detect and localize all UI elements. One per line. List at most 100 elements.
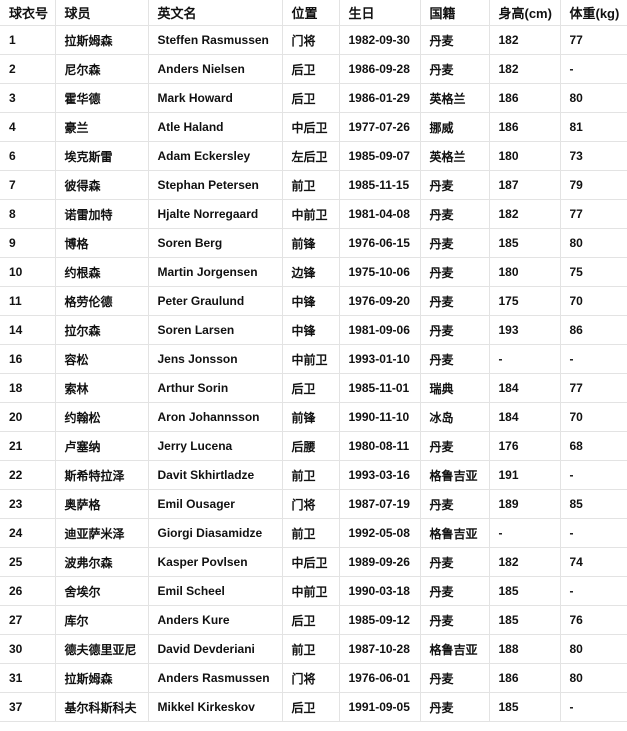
cell-weight: 85 <box>559 489 627 519</box>
cell-jersey-number: 3 <box>0 83 56 113</box>
cell-position: 后卫 <box>281 692 340 722</box>
cell-jersey-number: 21 <box>0 431 56 461</box>
cell-player-name: 波弗尔森 <box>54 547 149 577</box>
cell-nationality: 英格兰 <box>419 141 490 171</box>
cell-birthday: 1992-05-08 <box>338 518 421 548</box>
cell-jersey-number: 23 <box>0 489 56 519</box>
cell-player-name: 尼尔森 <box>54 54 149 84</box>
cell-english-name: Mikkel Kirkeskov <box>147 692 283 722</box>
cell-height: 182 <box>488 547 561 577</box>
cell-jersey-number: 26 <box>0 576 56 606</box>
table-row: 9 博格 Soren Berg 前锋 1976-06-15 丹麦 185 80 <box>0 228 627 258</box>
cell-nationality: 丹麦 <box>419 431 490 461</box>
cell-position: 中后卫 <box>281 112 340 142</box>
cell-player-name: 拉斯姆森 <box>54 25 149 55</box>
cell-weight: 68 <box>559 431 627 461</box>
cell-english-name: Emil Scheel <box>147 576 283 606</box>
cell-birthday: 1985-09-07 <box>338 141 421 171</box>
column-header-jersey-number: 球衣号 <box>0 0 56 26</box>
cell-position: 中锋 <box>281 286 340 316</box>
cell-height: 185 <box>488 576 561 606</box>
cell-player-name: 奥萨格 <box>54 489 149 519</box>
cell-weight: 73 <box>559 141 627 171</box>
cell-weight: 76 <box>559 605 627 635</box>
cell-height: 189 <box>488 489 561 519</box>
cell-weight: 70 <box>559 286 627 316</box>
table-row: 25 波弗尔森 Kasper Povlsen 中后卫 1989-09-26 丹麦 182 74 <box>0 547 627 577</box>
cell-birthday: 1977-07-26 <box>338 112 421 142</box>
cell-birthday: 1981-09-06 <box>338 315 421 345</box>
cell-position: 左后卫 <box>281 141 340 171</box>
cell-birthday: 1976-09-20 <box>338 286 421 316</box>
table-row: 3 霍华德 Mark Howard 后卫 1986-01-29 英格兰 186 80 <box>0 83 627 113</box>
table-row: 18 索林 Arthur Sorin 后卫 1985-11-01 瑞典 184 77 <box>0 373 627 403</box>
cell-english-name: Emil Ousager <box>147 489 283 519</box>
cell-player-name: 约翰松 <box>54 402 149 432</box>
cell-height: 182 <box>488 199 561 229</box>
cell-jersey-number: 10 <box>0 257 56 287</box>
cell-position: 前锋 <box>281 402 340 432</box>
cell-position: 后腰 <box>281 431 340 461</box>
cell-position: 门将 <box>281 25 340 55</box>
column-header-player-name: 球员 <box>54 0 149 26</box>
cell-jersey-number: 24 <box>0 518 56 548</box>
cell-english-name: Soren Larsen <box>147 315 283 345</box>
cell-english-name: Jens Jonsson <box>147 344 283 374</box>
cell-jersey-number: 8 <box>0 199 56 229</box>
cell-nationality: 丹麦 <box>419 489 490 519</box>
cell-player-name: 彼得森 <box>54 170 149 200</box>
cell-weight: - <box>559 518 627 548</box>
cell-birthday: 1993-01-10 <box>338 344 421 374</box>
cell-weight: 77 <box>559 25 627 55</box>
table-row: 14 拉尔森 Soren Larsen 中锋 1981-09-06 丹麦 193 86 <box>0 315 627 345</box>
cell-position: 前卫 <box>281 460 340 490</box>
table-row: 6 埃克斯雷 Adam Eckersley 左后卫 1985-09-07 英格兰 180 73 <box>0 141 627 171</box>
cell-position: 后卫 <box>281 373 340 403</box>
table-row: 4 豪兰 Atle Haland 中后卫 1977-07-26 挪威 186 81 <box>0 112 627 142</box>
table-row: 37 基尔科斯科夫 Mikkel Kirkeskov 后卫 1991-09-05 丹麦 18… <box>0 692 627 722</box>
cell-player-name: 霍华德 <box>54 83 149 113</box>
table-row: 7 彼得森 Stephan Petersen 前卫 1985-11-15 丹麦 187 79 <box>0 170 627 200</box>
cell-player-name: 格劳伦德 <box>54 286 149 316</box>
cell-height: 182 <box>488 54 561 84</box>
cell-english-name: Atle Haland <box>147 112 283 142</box>
cell-nationality: 丹麦 <box>419 25 490 55</box>
cell-height: 185 <box>488 692 561 722</box>
cell-weight: 77 <box>559 199 627 229</box>
cell-nationality: 冰岛 <box>419 402 490 432</box>
cell-birthday: 1987-07-19 <box>338 489 421 519</box>
cell-height: 188 <box>488 634 561 664</box>
cell-birthday: 1991-09-05 <box>338 692 421 722</box>
cell-height: 184 <box>488 373 561 403</box>
cell-height: 185 <box>488 605 561 635</box>
cell-jersey-number: 31 <box>0 663 56 693</box>
cell-player-name: 德夫德里亚尼 <box>54 634 149 664</box>
cell-jersey-number: 22 <box>0 460 56 490</box>
cell-position: 后卫 <box>281 54 340 84</box>
cell-player-name: 库尔 <box>54 605 149 635</box>
cell-jersey-number: 20 <box>0 402 56 432</box>
cell-jersey-number: 16 <box>0 344 56 374</box>
cell-player-name: 博格 <box>54 228 149 258</box>
cell-english-name: Davit Skhirtladze <box>147 460 283 490</box>
cell-position: 后卫 <box>281 83 340 113</box>
table-row: 16 容松 Jens Jonsson 中前卫 1993-01-10 丹麦 - - <box>0 344 627 374</box>
cell-height: 191 <box>488 460 561 490</box>
cell-position: 前卫 <box>281 170 340 200</box>
cell-nationality: 丹麦 <box>419 199 490 229</box>
cell-position: 中前卫 <box>281 199 340 229</box>
cell-height: 182 <box>488 25 561 55</box>
cell-birthday: 1986-09-28 <box>338 54 421 84</box>
table-row: 31 拉斯姆森 Anders Rasmussen 门将 1976-06-01 丹麦 186 8… <box>0 663 627 693</box>
cell-nationality: 英格兰 <box>419 83 490 113</box>
cell-position: 中后卫 <box>281 547 340 577</box>
cell-position: 门将 <box>281 663 340 693</box>
cell-player-name: 斯希特拉泽 <box>54 460 149 490</box>
cell-jersey-number: 11 <box>0 286 56 316</box>
cell-birthday: 1982-09-30 <box>338 25 421 55</box>
cell-player-name: 索林 <box>54 373 149 403</box>
cell-position: 门将 <box>281 489 340 519</box>
table-row: 23 奥萨格 Emil Ousager 门将 1987-07-19 丹麦 189 85 <box>0 489 627 519</box>
cell-nationality: 丹麦 <box>419 228 490 258</box>
cell-english-name: Kasper Povlsen <box>147 547 283 577</box>
